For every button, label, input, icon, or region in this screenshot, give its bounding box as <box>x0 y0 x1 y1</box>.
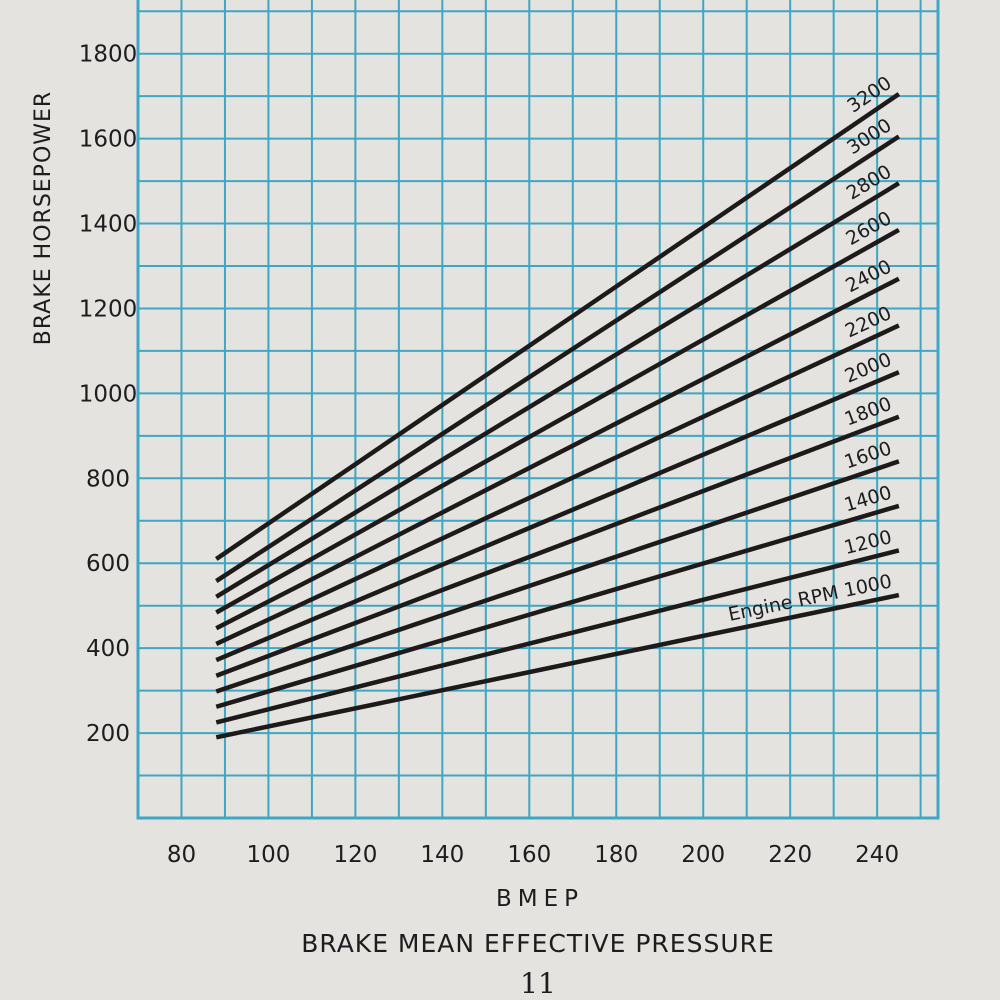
series-line <box>215 370 900 663</box>
series-line <box>215 323 900 646</box>
x-tick-label: 180 <box>594 842 638 868</box>
x-tick-label: 200 <box>681 842 725 868</box>
y-tick-label: 200 <box>86 721 130 747</box>
x-tick-label: 80 <box>167 842 196 868</box>
series-line <box>215 134 901 583</box>
x-tick-label: 160 <box>507 842 551 868</box>
y-tick-label: 400 <box>86 636 130 662</box>
plot-frame <box>136 0 940 820</box>
series-line <box>214 92 901 561</box>
series-lines <box>214 92 901 740</box>
y-tick-label: 1000 <box>79 381 138 407</box>
y-tick-label: 600 <box>86 551 130 577</box>
series-line <box>215 592 900 740</box>
series-line <box>215 414 900 678</box>
y-tick-label: 1800 <box>79 42 138 68</box>
x-tick-label: 240 <box>855 842 899 868</box>
x-tick-label: 220 <box>768 842 812 868</box>
y-axis-label: BRAKE HORSEPOWER <box>31 91 56 345</box>
y-tick-label: 800 <box>86 466 130 492</box>
series-line <box>215 227 900 615</box>
series-line <box>215 548 900 725</box>
series-line <box>215 181 901 599</box>
x-tick-label: 140 <box>420 842 464 868</box>
y-tick-label: 1400 <box>79 212 138 238</box>
series-line <box>215 503 900 709</box>
series-line <box>215 276 900 631</box>
x-tick-labels: 80 100 120 140 160 180 200 220 240 <box>167 842 899 868</box>
page-number: 11 <box>520 967 556 1000</box>
x-axis-label: BMEP <box>496 886 584 912</box>
y-tick-label: 1600 <box>79 127 138 153</box>
y-tick-labels: 200 400 600 800 1000 1200 1400 1600 1800 <box>79 42 138 747</box>
x-tick-label: 100 <box>246 842 290 868</box>
grid <box>136 0 940 820</box>
x-axis-subtitle: BRAKE MEAN EFFECTIVE PRESSURE <box>301 929 775 958</box>
y-tick-label: 1200 <box>79 296 138 322</box>
series-line <box>215 459 900 694</box>
x-tick-label: 120 <box>333 842 377 868</box>
